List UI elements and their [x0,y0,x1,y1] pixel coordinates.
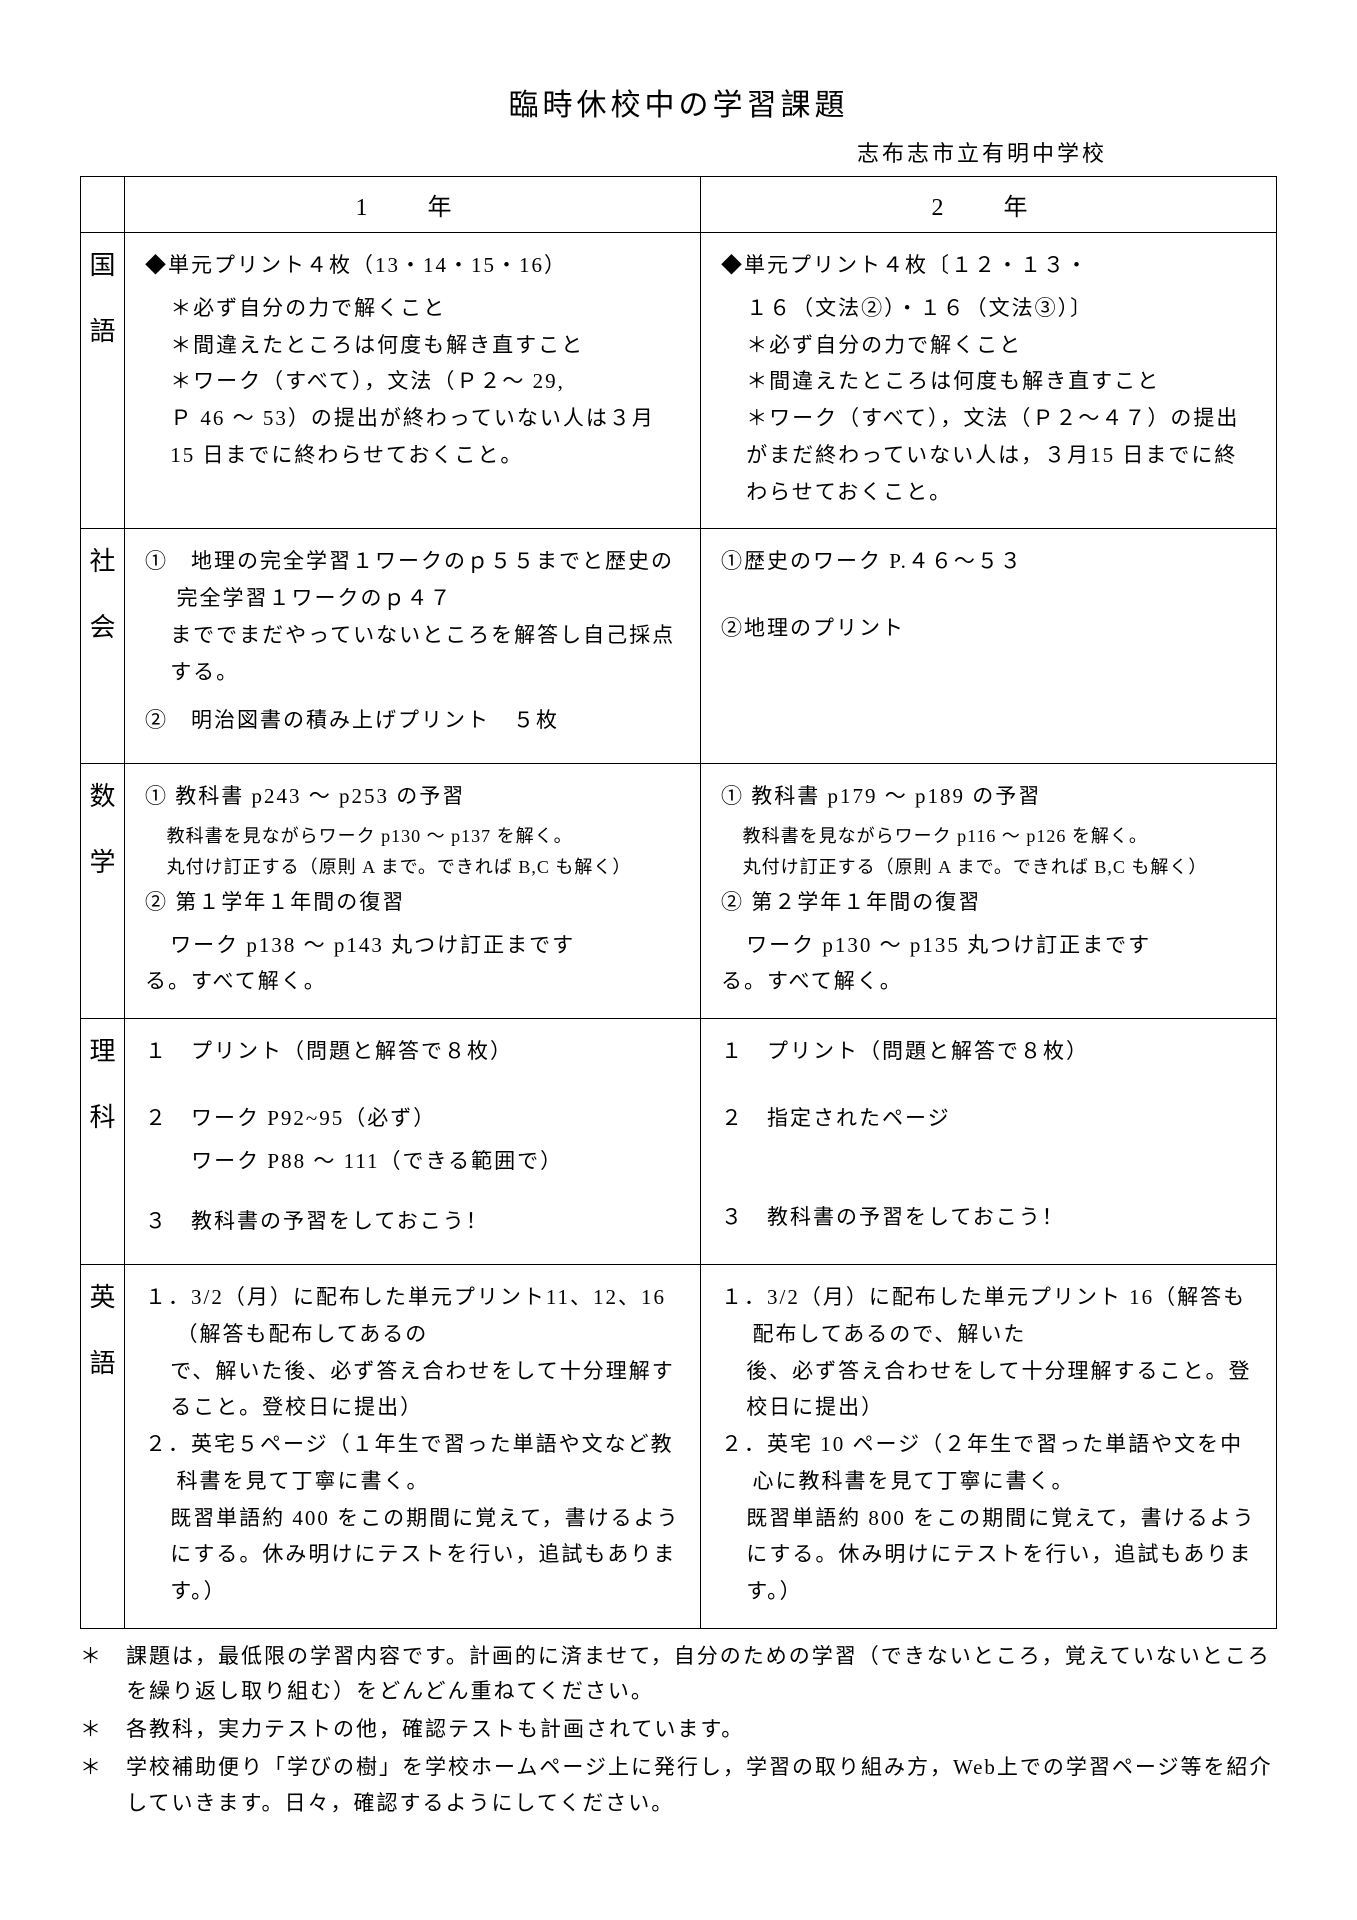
rika-year2: １ プリント（問題と解答で８枚） ２ 指定されたページ ３ 教科書の予習をしてお… [701,1019,1277,1265]
line: ＊必ず自分の力で解くこと [721,327,1260,364]
table-header-row: 1 年 2 年 [81,177,1277,233]
line: で、解いた後、必ず答え合わせをして十分理解すること。登校日に提出） [145,1353,684,1427]
line: ② 第１学年１年間の復習 [145,884,684,921]
line: 丸付け訂正する（原則 A まで。できれば B,C も解く） [721,852,1260,884]
sugaku-year2: ① 教科書 p179 ～ p189 の予習 教科書を見ながらワーク p116 ～… [701,764,1277,1019]
subject-kokugo: 国 語 [81,233,125,529]
subject-eigo: 英 語 [81,1265,125,1629]
row-rika: 理 科 １ プリント（問題と解答で８枚） ２ ワーク P92~95（必ず） ワー… [81,1019,1277,1265]
col-year2: 2 年 [701,177,1277,233]
note: ＊ 学校補助便り「学びの樹」を学校ホームページ上に発行し，学習の取り組み方，We… [80,1750,1277,1821]
line: ② 第２学年１年間の復習 [721,884,1260,921]
line: ３ 教科書の予習をしておこう！ [145,1203,684,1240]
shakai-year2: ①歴史のワーク P.４６～５３ ②地理のプリント [701,529,1277,764]
line: １ プリント（問題と解答で８枚） [721,1033,1260,1070]
kokugo-year1: ◆単元プリント４枚（13・14・15・16） ＊必ず自分の力で解くこと ＊間違え… [125,233,701,529]
line: 既習単語約 800 をこの期間に覚えて，書けるようにする。休み明けにテストを行い… [721,1500,1260,1610]
line: ① 教科書 p243 ～ p253 の予習 [145,778,684,815]
subject-char: 数 [81,764,124,830]
line: ① 教科書 p179 ～ p189 の予習 [721,778,1260,815]
subject-char: 理 [81,1019,124,1085]
subject-char: 学 [81,830,124,896]
subject-char: 国 [81,233,124,299]
subject-char: 語 [81,1331,124,1397]
line: 後、必ず答え合わせをして十分理解すること。登校日に提出） [721,1353,1260,1427]
col-year1: 1 年 [125,177,701,233]
line: ② 明治図書の積み上げプリント ５枚 [145,702,684,739]
line: ２．英宅 10 ページ（２年生で習った単語や文を中心に教科書を見て丁寧に書く。 [721,1426,1260,1500]
subject-char: 語 [81,299,124,365]
note: ＊ 各教科，実力テストの他，確認テストも計画されています。 [80,1712,1277,1748]
line: まででまだやっていないところを解答し自己採点する。 [145,617,684,691]
school-name: 志布志市立有明中学校 [80,136,1277,168]
kokugo-year2: ◆単元プリント４枚〔１２・１３・ １６（文法②）・１６（文法③）〕 ＊必ず自分の… [701,233,1277,529]
shakai-year1: ① 地理の完全学習１ワークのｐ５５までと歴史の完全学習１ワークのｐ４７ まででま… [125,529,701,764]
rika-year1: １ プリント（問題と解答で８枚） ２ ワーク P92~95（必ず） ワーク P8… [125,1019,701,1265]
row-shakai: 社 会 ① 地理の完全学習１ワークのｐ５５までと歴史の完全学習１ワークのｐ４７ … [81,529,1277,764]
line: ②地理のプリント [721,610,1260,647]
line: ３ 教科書の予習をしておこう！ [721,1199,1260,1236]
footer-notes: ＊ 課題は，最低限の学習内容です。計画的に済ませて，自分のための学習（できないと… [80,1639,1277,1821]
line: ＊ワーク（すべて），文法（Ｐ２～４７）の提出がまだ終わっていない人は，３月15 … [721,400,1260,510]
row-sugaku: 数 学 ① 教科書 p243 ～ p253 の予習 教科書を見ながらワーク p1… [81,764,1277,1019]
subject-sugaku: 数 学 [81,764,125,1019]
line: ワーク p138 ～ p143 丸つけ訂正まです [145,927,684,964]
line: 教科書を見ながらワーク p130 ～ p137 を解く。 [145,821,684,853]
page: 臨時休校中の学習課題 志布志市立有明中学校 1 年 2 年 国 語 ◆単元プリン… [0,0,1357,1920]
line: ワーク p130 ～ p135 丸つけ訂正まです [721,927,1260,964]
line: る。すべて解く。 [721,969,903,993]
line: ２．英宅５ページ（１年生で習った単語や文など教科書を見て丁寧に書く。 [145,1426,684,1500]
line: ①歴史のワーク P.４６～５３ [721,543,1260,580]
subject-char: 英 [81,1265,124,1331]
line: ２ ワーク P92~95（必ず） [145,1100,684,1137]
eigo-year1: １．3/2（月）に配布した単元プリント11、12、16（解答も配布してあるの で… [125,1265,701,1629]
assignment-table: 1 年 2 年 国 語 ◆単元プリント４枚（13・14・15・16） ＊必ず自分… [80,176,1277,1629]
line: ワーク P88 ～ 111（できる範囲で） [145,1143,684,1180]
line: 教科書を見ながらワーク p116 ～ p126 を解く。 [721,821,1260,853]
line: １．3/2（月）に配布した単元プリント 16（解答も配布してあるので、解いた [721,1279,1260,1353]
subject-char: 会 [81,595,124,661]
line: 既習単語約 400 をこの期間に覚えて，書けるようにする。休み明けにテストを行い… [145,1500,684,1610]
subject-char: 社 [81,529,124,595]
line: ＊ワーク（すべて），文法（Ｐ２～ 29, [145,363,684,400]
row-kokugo: 国 語 ◆単元プリント４枚（13・14・15・16） ＊必ず自分の力で解くこと … [81,233,1277,529]
page-title: 臨時休校中の学習課題 [80,80,1277,124]
row-eigo: 英 語 １．3/2（月）に配布した単元プリント11、12、16（解答も配布してあ… [81,1265,1277,1629]
line: ＊必ず自分の力で解くこと [145,290,684,327]
line: る。すべて解く。 [145,969,327,993]
line: ＊間違えたところは何度も解き直すこと [145,327,684,364]
subject-shakai: 社 会 [81,529,125,764]
subject-char: 科 [81,1085,124,1151]
note: ＊ 課題は，最低限の学習内容です。計画的に済ませて，自分のための学習（できないと… [80,1639,1277,1710]
line: ＊間違えたところは何度も解き直すこと [721,363,1260,400]
eigo-year2: １．3/2（月）に配布した単元プリント 16（解答も配布してあるので、解いた 後… [701,1265,1277,1629]
line: １．3/2（月）に配布した単元プリント11、12、16（解答も配布してあるの [145,1279,684,1353]
line: ◆単元プリント４枚（13・14・15・16） [145,247,684,284]
line: 丸付け訂正する（原則 A まで。できれば B,C も解く） [145,852,684,884]
line: １６（文法②）・１６（文法③）〕 [721,290,1260,327]
line: ◆単元プリント４枚〔１２・１３・ [721,247,1260,284]
line: １ プリント（問題と解答で８枚） [145,1033,684,1070]
subject-rika: 理 科 [81,1019,125,1265]
line: Ｐ 46 ～ 53）の提出が終わっていない人は３月 15 日までに終わらせておく… [145,400,684,474]
line: ２ 指定されたページ [721,1100,1260,1137]
line: ① 地理の完全学習１ワークのｐ５５までと歴史の完全学習１ワークのｐ４７ [145,543,684,617]
sugaku-year1: ① 教科書 p243 ～ p253 の予習 教科書を見ながらワーク p130 ～… [125,764,701,1019]
col-subject [81,177,125,233]
